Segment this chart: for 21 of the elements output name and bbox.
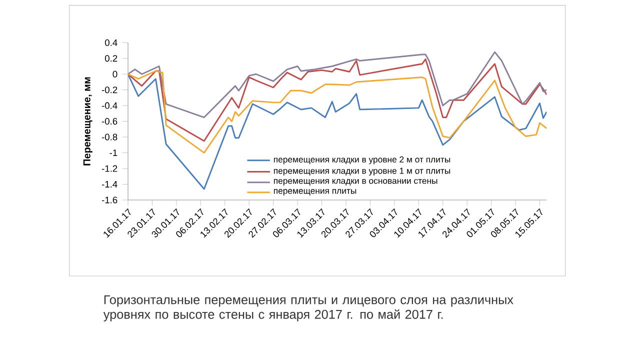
- line-series: [128, 51, 547, 118]
- line-series: [128, 58, 547, 142]
- y-axis-title: Перемещение, мм: [83, 77, 92, 166]
- legend-label: перемещения плиты: [274, 189, 356, 196]
- y-tick-label: -0.4: [102, 102, 118, 109]
- text: Горизонтальные перемещения плиты и лицевого слоя на различных уровнях по высоте стены с января 2017 г. по май 2017 г.: [103, 295, 514, 322]
- y-tick-label: -1.2: [102, 165, 118, 172]
- y-tick-label: -0.6: [102, 118, 118, 125]
- line-series: [128, 70, 547, 154]
- y-tick-label: -0.8: [102, 134, 118, 140]
- legend-label: перемещения кладки в уровне 1 м от плиты: [274, 168, 450, 176]
- y-tick-label: -1: [110, 150, 118, 156]
- y-tick-label: 0.4: [104, 39, 118, 46]
- line-series: [128, 73, 547, 190]
- y-tick-label: -1.6: [102, 196, 118, 204]
- y-tick-label: -0.2: [102, 86, 118, 94]
- legend-label: перемещения кладки в основании стены: [274, 179, 438, 186]
- y-tick-label: 0: [112, 70, 118, 78]
- y-tick-label: 0.2: [104, 55, 118, 62]
- legend-label: перемещения кладки в уровне 2 м от плиты: [274, 156, 450, 164]
- y-tick-label: -1.4: [102, 181, 118, 188]
